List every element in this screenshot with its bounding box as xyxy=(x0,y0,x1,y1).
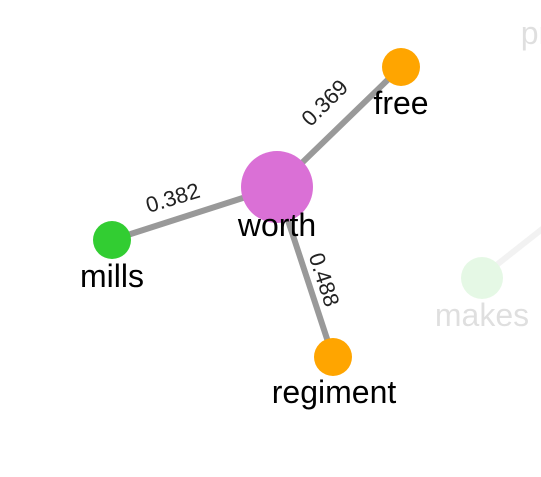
node-label-free: free xyxy=(373,85,428,121)
node-label-mills: mills xyxy=(80,258,144,294)
node-free[interactable] xyxy=(382,48,420,86)
node-labels: free worth mills regiment xyxy=(80,85,429,410)
node-label-pr: pr xyxy=(521,15,541,51)
faded-edge xyxy=(477,226,541,281)
node-worth[interactable] xyxy=(241,151,313,223)
node-label-regiment: regiment xyxy=(272,374,397,410)
node-mills[interactable] xyxy=(93,221,131,259)
node-label-makes: makes xyxy=(435,297,529,333)
nodes xyxy=(93,48,420,376)
faded-subgraph: makes pr xyxy=(435,15,541,333)
node-label-worth: worth xyxy=(237,207,316,243)
node-regiment[interactable] xyxy=(314,338,352,376)
node-makes[interactable] xyxy=(461,257,503,299)
